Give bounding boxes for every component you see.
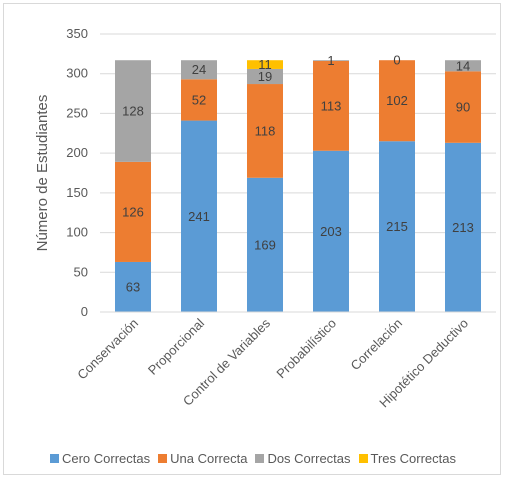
bar-segment bbox=[115, 261, 151, 312]
bar-segment bbox=[115, 161, 151, 262]
bar-segment bbox=[247, 177, 283, 312]
data-label: 169 bbox=[254, 237, 276, 252]
bar-segment bbox=[445, 142, 481, 312]
y-tick-label: 150 bbox=[66, 185, 88, 200]
legend: Cero Correctas Una Correcta Dos Correctas T… bbox=[0, 451, 506, 466]
data-label: 19 bbox=[258, 69, 272, 84]
y-tick-label: 300 bbox=[66, 66, 88, 81]
y-tick-label: 250 bbox=[66, 105, 88, 120]
x-tick-label: Conservación bbox=[74, 316, 141, 383]
data-label: 118 bbox=[255, 123, 276, 138]
legend-label: Una Correcta bbox=[170, 451, 248, 466]
data-label: 126 bbox=[122, 204, 144, 219]
data-label: 241 bbox=[188, 209, 210, 224]
legend-swatch bbox=[158, 454, 168, 463]
legend-item: Dos Correctas bbox=[255, 451, 351, 466]
bar-segment bbox=[445, 71, 481, 143]
x-tick-label: Proporcional bbox=[145, 315, 207, 377]
bar-segment bbox=[313, 60, 349, 62]
bar-segment bbox=[445, 60, 481, 72]
y-tick-label: 0 bbox=[81, 304, 88, 319]
y-tick-label: 100 bbox=[66, 225, 88, 240]
bar-segment bbox=[379, 141, 415, 312]
x-tick-label: Correlación bbox=[348, 316, 406, 374]
legend-item: Cero Correctas bbox=[49, 451, 151, 466]
data-label: 128 bbox=[122, 104, 144, 119]
bar-segment bbox=[115, 60, 151, 162]
bar-segment bbox=[181, 60, 217, 80]
data-label: 11 bbox=[258, 57, 272, 72]
data-label: 52 bbox=[192, 92, 206, 107]
legend-label: Cero Correctas bbox=[61, 451, 151, 466]
legend-swatch bbox=[358, 454, 368, 463]
data-label: 14 bbox=[456, 58, 470, 73]
bar-segment bbox=[313, 150, 349, 312]
bar-segment bbox=[247, 60, 283, 69]
data-label: 213 bbox=[452, 220, 474, 235]
bar-segment bbox=[247, 68, 283, 85]
data-label: 1 bbox=[327, 53, 334, 68]
y-tick-label: 350 bbox=[66, 26, 88, 41]
bar-segment bbox=[181, 79, 217, 121]
data-label: 215 bbox=[386, 219, 408, 234]
data-label: 0 bbox=[393, 53, 400, 68]
legend-item: Tres Correctas bbox=[358, 451, 456, 466]
bar-segment bbox=[379, 60, 415, 142]
data-label: 24 bbox=[192, 62, 206, 77]
stacked-bar-chart: 0 50 100 150 200 250 300 350 Número de Estudiant… bbox=[34, 26, 496, 410]
legend-label: Dos Correctas bbox=[267, 451, 351, 466]
bar-segment bbox=[313, 61, 349, 151]
data-label: 203 bbox=[320, 224, 342, 239]
bar-segment bbox=[247, 84, 283, 178]
data-label: 63 bbox=[126, 279, 140, 294]
legend-swatch bbox=[255, 454, 265, 463]
y-tick-label: 200 bbox=[66, 145, 88, 160]
y-tick-label: 50 bbox=[74, 264, 88, 279]
legend-swatch bbox=[49, 454, 59, 463]
data-label: 90 bbox=[456, 100, 470, 115]
legend-item: Una Correcta bbox=[158, 451, 247, 466]
data-label: 113 bbox=[321, 98, 342, 113]
legend-label: Tres Correctas bbox=[370, 451, 456, 466]
x-tick-label: Probabilístico bbox=[273, 316, 339, 382]
bar-segment bbox=[181, 120, 217, 312]
y-axis-title: Número de Estudiantes bbox=[34, 95, 51, 252]
data-label: 102 bbox=[386, 93, 408, 108]
